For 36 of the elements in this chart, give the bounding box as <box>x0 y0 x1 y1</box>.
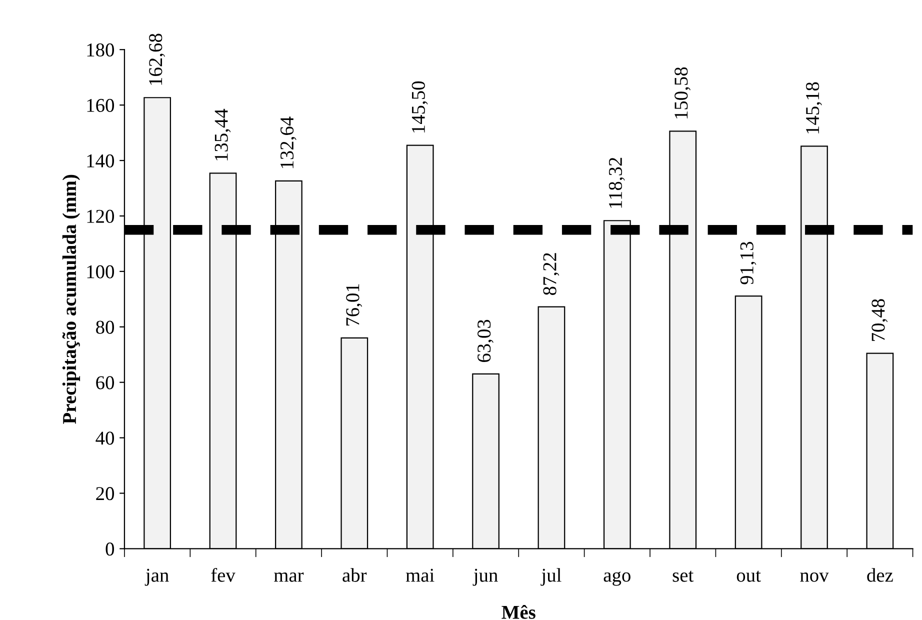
x-tick-label: fev <box>211 568 236 582</box>
x-tick-label: dez <box>867 568 893 582</box>
data-label: 145,50 <box>412 81 428 132</box>
y-tick-label: 0 <box>106 542 114 556</box>
data-label: 162,68 <box>149 34 165 85</box>
data-label: 132,64 <box>280 116 296 168</box>
y-tick-label: 180 <box>87 43 114 57</box>
x-tick-label: mai <box>406 568 434 582</box>
x-tick-label: set <box>672 570 694 582</box>
x-tick-label: jan <box>144 568 169 586</box>
x-tick-label: abr <box>342 568 367 582</box>
y-axis-title: Precipitação acumulada (mm) <box>62 174 80 424</box>
x-tick-label: jul <box>540 568 562 586</box>
data-label: 145,18 <box>806 82 822 134</box>
data-label: 150,58 <box>674 67 691 118</box>
data-label: 135,44 <box>214 108 231 160</box>
y-tick-label: 140 <box>87 154 114 168</box>
x-tick-label: ago <box>604 572 630 586</box>
data-label: 70,48 <box>872 299 888 341</box>
y-tick-label: 40 <box>96 432 114 445</box>
y-tick-label: 20 <box>96 487 114 500</box>
data-label: 118,32 <box>608 158 625 208</box>
y-tick-label: 80 <box>96 320 114 334</box>
y-tick-label: 120 <box>87 210 114 223</box>
data-label: 91,13 <box>740 242 756 284</box>
data-label: 76,01 <box>346 284 362 326</box>
x-tick-label: out <box>736 570 761 582</box>
x-tick-label: mar <box>274 572 304 582</box>
data-label: 87,22 <box>543 253 560 296</box>
x-axis-title: Mês <box>502 605 536 619</box>
data-label: 63,03 <box>478 320 494 362</box>
x-tick-label: nov <box>800 572 829 582</box>
y-tick-label: 160 <box>87 98 114 112</box>
x-tick-label: jun <box>472 568 498 586</box>
y-tick-label: 100 <box>87 265 114 278</box>
y-tick-label: 60 <box>96 376 114 390</box>
